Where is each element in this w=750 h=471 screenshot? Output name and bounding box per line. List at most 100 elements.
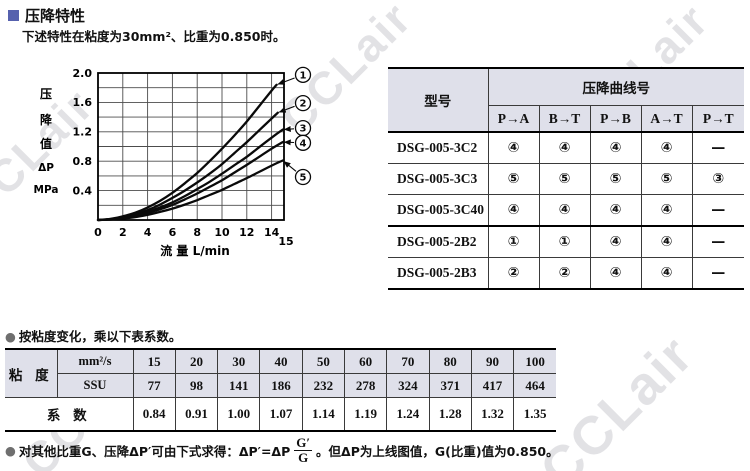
svg-text:压: 压 — [40, 87, 52, 101]
y-axis-tick-labels: 0.4 0.8 1.2 1.6 2.0 — [73, 67, 93, 198]
curve-1 — [96, 83, 278, 222]
column-header-model: 型号 — [388, 67, 489, 133]
curve-number-cell: ② — [538, 257, 591, 290]
curve-number-cell: — — [691, 131, 744, 164]
svg-text:0.8: 0.8 — [73, 155, 93, 168]
value-cell: 50 — [301, 348, 345, 374]
curve-number-table: 型号 压降曲线号 P→A B→T P→B A→T P→T DSG-005-3C2… — [388, 67, 744, 290]
value-cell: 1.28 — [428, 397, 472, 432]
curve-number-cell: ⑤ — [538, 163, 591, 195]
curve-label-3: 3 — [283, 119, 312, 137]
value-cell: 278 — [343, 373, 388, 398]
plot-border — [97, 72, 285, 221]
viscosity-coefficient-table: 粘 度 mm²/s 15 20 30 40 50 60 70 80 90 100 SSU 77 98… — [5, 348, 556, 432]
table-row: DSG-005-2B2 ① ① ④ ④ — — [388, 225, 744, 258]
table-row: DSG-005-3C40 ④ ④ ④ ④ — — [388, 194, 744, 227]
value-cell: 100 — [513, 348, 556, 374]
value-cell: 1.14 — [301, 397, 345, 432]
svg-text:值: 值 — [40, 136, 52, 151]
viscosity-note: ● 按粘度变化，乘以下表系数。 — [5, 326, 181, 345]
curve-number-cell: ④ — [538, 194, 591, 227]
fraction: G′ G — [294, 435, 313, 465]
value-cell: 1.35 — [513, 397, 556, 432]
curve-number-cell: ③ — [691, 163, 744, 195]
value-cell: 40 — [259, 348, 303, 374]
svg-text:0: 0 — [94, 226, 102, 239]
curve-label-circle — [294, 168, 312, 186]
curve-label-number: 1 — [300, 70, 307, 81]
header: 压降特性 下述特性在粘度为30mm²、比重为0.850时。 — [8, 5, 285, 44]
svg-text:ΔP: ΔP — [38, 162, 54, 174]
value-cell: 15 — [132, 348, 176, 374]
curve-label-circle — [294, 134, 312, 151]
curve-number-cell: ① — [538, 225, 591, 258]
value-cell: 98 — [174, 373, 219, 398]
svg-text:2: 2 — [119, 226, 127, 239]
curve-label-circle — [294, 66, 312, 83]
curve-number-cell: ④ — [640, 131, 693, 164]
row-header-coefficient: 系 数 — [5, 397, 134, 432]
svg-text:0.4: 0.4 — [73, 184, 93, 197]
row-header-viscosity: 粘 度 — [5, 348, 58, 398]
value-cell: 1.32 — [470, 397, 515, 432]
bullet-icon: ● — [5, 442, 16, 458]
table-row: DSG-005-3C2 ④ ④ ④ ④ — — [388, 131, 744, 164]
curve-label-number: 4 — [300, 138, 307, 149]
curve-label-number: 3 — [300, 124, 307, 135]
chart-grid — [98, 73, 284, 220]
value-cell: 186 — [259, 373, 303, 398]
page-title: 压降特性 — [25, 7, 86, 25]
curve-number-cell: ⑤ — [640, 163, 693, 195]
svg-text:1.6: 1.6 — [73, 96, 93, 109]
curve-number-cell: ④ — [640, 225, 693, 258]
svg-text:8: 8 — [193, 226, 201, 239]
curve-number-cell: — — [691, 194, 744, 227]
svg-text:6: 6 — [169, 226, 177, 239]
table-row: DSG-005-2B3 ② ② ④ ④ — — [388, 257, 744, 290]
value-cell: 0.84 — [132, 397, 176, 432]
curve-number-cell: ④ — [487, 131, 540, 164]
value-cell: 80 — [428, 348, 472, 374]
value-cell: 0.91 — [174, 397, 219, 432]
curve-label-5: 5 — [283, 160, 312, 186]
value-cell: 30 — [217, 348, 261, 374]
value-cell: 417 — [470, 373, 515, 398]
svg-text:4: 4 — [144, 226, 152, 239]
unit-label-mm2s: mm²/s — [56, 348, 134, 374]
curve-number-cell: ② — [487, 257, 540, 290]
fraction-denominator: G — [298, 449, 309, 465]
model-cell: DSG-005-2B3 — [388, 257, 489, 290]
viscosity-note-text: 按粘度变化，乘以下表系数。 — [18, 329, 182, 344]
curve-number-cell: ④ — [589, 131, 642, 164]
x-axis-end-label: 15 — [278, 235, 293, 248]
curve-4 — [96, 140, 284, 222]
title-bullet-square — [8, 10, 19, 21]
value-cell: 141 — [217, 373, 261, 398]
model-cell: DSG-005-2B2 — [388, 225, 489, 258]
svg-text:1.2: 1.2 — [73, 126, 93, 139]
unit-label-ssu: SSU — [56, 373, 134, 398]
curve-label-1: 1 — [277, 66, 312, 85]
column-header-p-b: P→B — [589, 105, 642, 133]
curve-label-2: 2 — [278, 94, 312, 113]
formula-note: ● 对其他比重G、压降ΔP′可由下式求得：ΔP′=ΔP G′ G 。但ΔP为上线… — [5, 436, 559, 464]
curve-number-cell: ④ — [538, 131, 591, 164]
curve-number-cell: ④ — [640, 194, 693, 227]
curve-number-cell: — — [691, 257, 744, 290]
table-row: DSG-005-3C3 ⑤ ⑤ ⑤ ⑤ ③ — [388, 163, 744, 195]
svg-text:12: 12 — [239, 226, 254, 239]
curve-number-cell: ④ — [589, 225, 642, 258]
column-header-b-t: B→T — [538, 105, 591, 133]
model-cell: DSG-005-3C2 — [388, 131, 489, 164]
fraction-numerator: G′ — [294, 435, 313, 451]
curve-number-cell: ④ — [640, 257, 693, 290]
svg-text:10: 10 — [214, 226, 230, 239]
value-cell: 324 — [386, 373, 430, 398]
formula-prefix: 对其他比重G、压降ΔP′可由下式求得：ΔP′=ΔP — [18, 443, 291, 459]
svg-text:MPa: MPa — [34, 184, 59, 196]
column-header-p-a: P→A — [487, 105, 540, 133]
value-cell: 1.07 — [259, 397, 303, 432]
value-cell: 1.19 — [343, 397, 388, 432]
curve-number-cell: ④ — [589, 194, 642, 227]
value-cell: 77 — [132, 373, 176, 398]
